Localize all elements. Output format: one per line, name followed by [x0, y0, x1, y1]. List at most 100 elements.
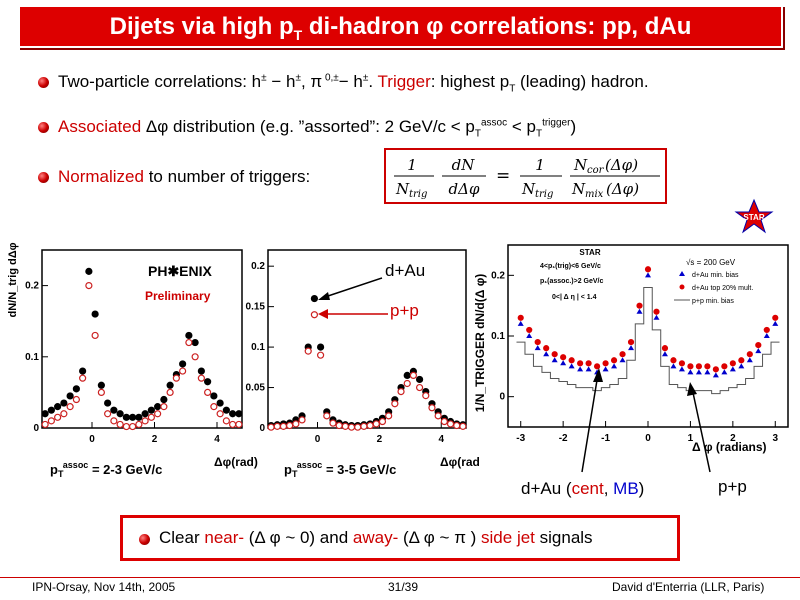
series-0-point-7: [85, 267, 93, 275]
series-0-point-23: [185, 331, 193, 340]
series-1-point-22: [704, 363, 711, 370]
star-pp-label: p+p: [718, 477, 747, 496]
f-eq: =: [496, 166, 510, 186]
series-0-point-14: [636, 308, 643, 314]
series-1-point-11: [110, 417, 118, 425]
series-0-point-24: [415, 375, 424, 384]
star-dau-label: d+Au (cent, MB): [521, 479, 645, 498]
series-0-point-15: [135, 413, 143, 421]
x-tick-label-6: 3: [772, 433, 778, 444]
series-1-point-5: [298, 416, 306, 424]
star-cond3: 0<| Δ η | < 1.4: [552, 294, 597, 301]
series-1-point-7: [310, 311, 319, 319]
phenix-preliminary: Preliminary: [145, 289, 211, 303]
series-1-point-4: [66, 403, 74, 411]
series-1-point-15: [644, 266, 652, 273]
phenix-xlabel: Δφ(rad): [440, 455, 480, 469]
panel1-ptassoc: pTassoc = 2-3 GeV/c: [50, 460, 162, 478]
f-ncor: N: [573, 156, 588, 174]
star-plot: 1/N_TRIGGER dN/d(Δ φ) STAR 4<p₁(trig)<6 …: [473, 244, 789, 454]
conclusion-text: Clear near- (Δ φ ~ 0) and away- (Δ φ ~ π…: [159, 528, 593, 547]
star-leg2: d+Au top 20% mult.: [692, 285, 753, 292]
bullet-dot-2: [38, 122, 49, 133]
y-tick-label-1: 0.1: [491, 331, 505, 342]
series-0-point-2: [534, 345, 541, 351]
x-tick-label-0: 0: [89, 434, 95, 445]
series-1-point-27: [746, 351, 753, 358]
series-1-point-0: [41, 420, 49, 429]
y-tick-label-1: 0.05: [246, 383, 266, 394]
f-dn: dN: [452, 156, 476, 174]
series-1-point-18: [378, 417, 387, 426]
series-0-point-3: [543, 351, 550, 357]
footer-left: IPN-Orsay, Nov 14th, 2005: [32, 580, 176, 594]
series-0-point-19: [678, 366, 685, 372]
series-0-point-14: [129, 413, 137, 421]
series-0-point-20: [687, 369, 694, 375]
series-0-point-6: [79, 367, 87, 375]
series-1-point-1: [273, 422, 281, 430]
x-tick-label-1: 2: [377, 434, 383, 445]
star-sqrt: √s = 200 GeV: [686, 258, 736, 267]
series-1-point-18: [154, 410, 162, 418]
series-1-point-22: [403, 379, 411, 388]
series-1-point-25: [729, 360, 736, 367]
series-1-point-4: [551, 351, 558, 358]
conclusion-box: Clear near- (Δ φ ~ 0) and away- (Δ φ ~ π…: [120, 515, 680, 561]
f-ntrig-1: N: [395, 180, 410, 198]
series-1-point-10: [602, 360, 609, 367]
series-1-point-29: [446, 420, 455, 428]
series-0-point-22: [704, 369, 711, 375]
series-1-point-13: [347, 423, 356, 431]
legend-marker-mb: [679, 271, 685, 276]
series-0-point-22: [179, 360, 187, 368]
star-leg3: p+p min. bias: [692, 298, 734, 305]
series-1-point-31: [235, 420, 243, 429]
phenix-logo: PH✱ENIX: [148, 263, 213, 279]
series-1-point-21: [695, 363, 703, 370]
x-tick-label-1: 2: [152, 434, 158, 445]
series-0-point-8: [585, 366, 592, 372]
series-1-point-24: [721, 363, 728, 370]
series-0-point-18: [154, 403, 162, 411]
series-0-point-31: [235, 410, 243, 418]
series-1-point-23: [409, 371, 418, 380]
f-ntrig-sub-1: trig: [409, 189, 427, 200]
star-cond1: 4<p₁(trig)<6 GeV/c: [540, 263, 601, 270]
title-bar: Dijets via high pT di-hadron φ correlati…: [18, 5, 783, 48]
y-tick-label-0: 0: [499, 392, 505, 403]
series-1-point-0: [267, 423, 275, 431]
series-1-point-17: [372, 420, 380, 428]
series-1-point-11: [335, 421, 343, 430]
footer-divider: [0, 577, 800, 578]
series-1-point-28: [216, 410, 224, 418]
series-0-point-28: [216, 399, 224, 407]
series-1-point-6: [79, 374, 87, 382]
star-leg1: d+Au min. bias: [692, 272, 739, 279]
y-tick-label-0: 0: [259, 423, 265, 434]
phenix-panel-2-3: PH✱ENIX Preliminary 0 2 4 0 0.1 0.2: [25, 249, 243, 445]
series-0-point-27: [746, 357, 753, 363]
series-0-point-2: [54, 403, 62, 411]
series-1-point-5: [72, 395, 80, 404]
series-0-point-13: [628, 345, 635, 351]
series-1-point-9: [323, 412, 331, 420]
series-1-point-22: [179, 367, 187, 375]
series-0-point-10: [104, 399, 112, 407]
star-logo: STAR: [734, 198, 774, 234]
series-1-point-29: [222, 417, 230, 425]
series-1-point-16: [653, 308, 660, 315]
star-arrows: [581, 368, 711, 473]
series-1-point-23: [712, 366, 719, 373]
series-1-point-19: [678, 360, 686, 367]
series-1-point-12: [619, 351, 626, 358]
series-0-point-8: [91, 310, 99, 318]
series-1-point-13: [627, 338, 635, 346]
x-tick-label-5: 2: [730, 433, 736, 444]
series-1-point-14: [354, 423, 362, 431]
series-0-point-30: [772, 320, 779, 326]
series-1-point-26: [428, 404, 436, 412]
dau-label: d+Au: [385, 261, 426, 280]
series-1-point-20: [391, 400, 399, 408]
bullet-dot-3: [38, 172, 49, 183]
